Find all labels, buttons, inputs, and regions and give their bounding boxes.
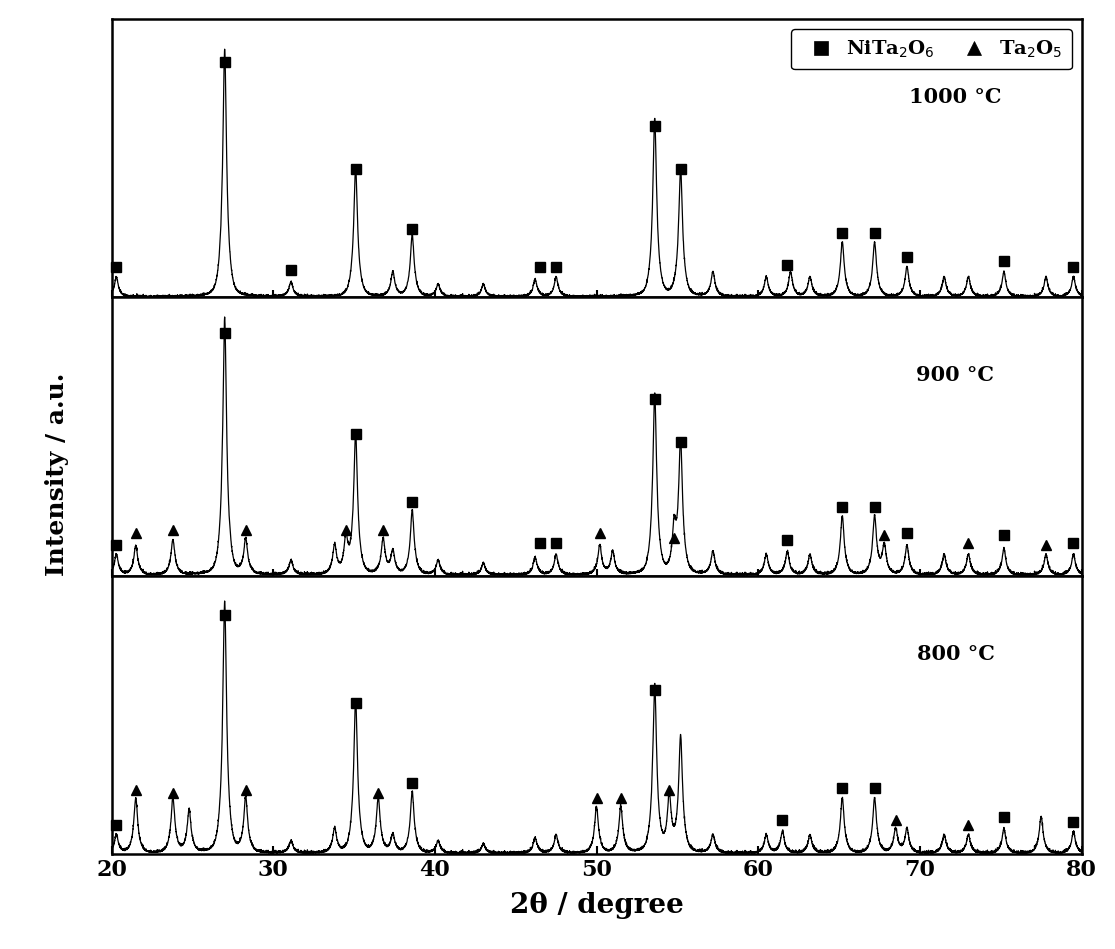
Text: 1000 °C: 1000 °C [909,87,1001,107]
Text: Intensity / a.u.: Intensity / a.u. [45,373,69,576]
Text: 800 °C: 800 °C [917,643,995,663]
Legend: NiTa$_2$O$_6$, Ta$_2$O$_5$: NiTa$_2$O$_6$, Ta$_2$O$_5$ [792,28,1072,69]
Text: 900 °C: 900 °C [917,365,995,385]
X-axis label: 2θ / degree: 2θ / degree [510,892,683,919]
